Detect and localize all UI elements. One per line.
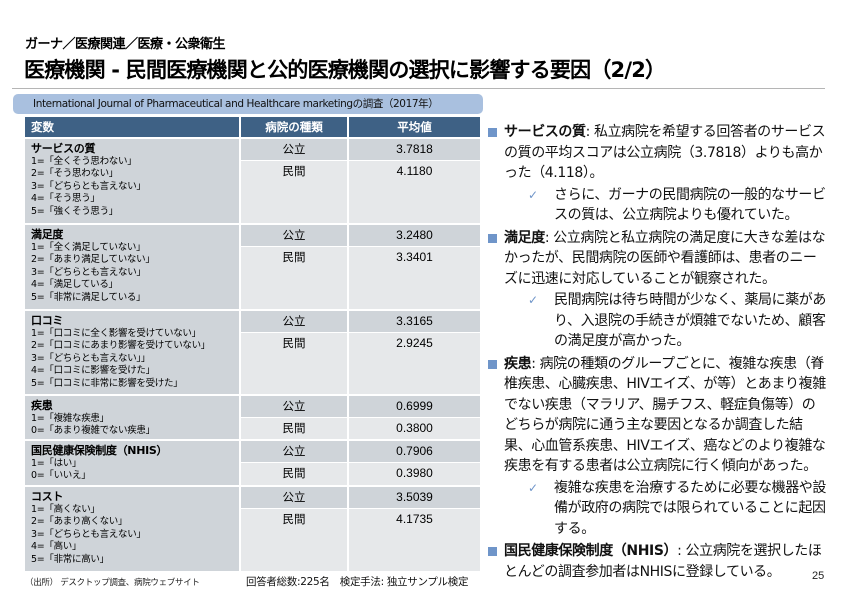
hospital-type-private: 民間 xyxy=(241,161,347,223)
mean-value-public: 3.5039 xyxy=(349,487,480,508)
hospital-type-public: 公立 xyxy=(241,441,347,462)
scale-item: 3=「どちらとも言えない」 xyxy=(31,528,146,540)
finding-text: : 公立病院を選択したほとんどの調査参加者はNHISに登録している。 xyxy=(504,543,822,580)
scale-item: 5=「強くそう思う」 xyxy=(31,205,119,217)
hospital-type-private: 民間 xyxy=(241,333,347,394)
table-row-variable: 満足度 1=「全く満足していない」 2=「あまり満足していない」 3=「どちらと… xyxy=(25,225,239,309)
scale-item: 3=「どちらとも言えない」」 xyxy=(31,352,151,364)
table-row-variable: 国民健康保険制度（NHIS） 1=「はい」 0=「いいえ」 xyxy=(25,441,239,485)
scale-item: 1=「全くそう思わない」 xyxy=(31,156,137,167)
variable-name: 疾患 xyxy=(31,399,53,412)
mean-value-public: 0.6999 xyxy=(349,396,480,417)
page-title: 医療機関 - 民間医療機関と公的医療機関の選択に影響する要因（2/2） xyxy=(24,58,666,82)
scale-item: 5=「口コミに非常に影響を受けた」 xyxy=(31,377,183,389)
finding-text: : 病院の種類のグループごとに、複雑な疾患（脊椎疾患、心臓疾患、HIVエイズ、が… xyxy=(504,355,826,475)
hospital-type-private: 民間 xyxy=(241,247,347,309)
column-header-hospital-type: 病院の種類 xyxy=(241,117,347,137)
breadcrumb: ガーナ／医療関連／医療・公衆衛生 xyxy=(25,37,226,52)
footer-source: （出所） デスクトップ調査、病院ウェブサイト xyxy=(25,578,200,588)
scale-item: 4=「高い」 xyxy=(31,541,82,553)
scale-item: 4=「口コミに影響を受けた」 xyxy=(31,365,155,377)
findings-list: サービスの質: 私立病院を希望する回答者のサービスの質の平均スコアは公立病院（3… xyxy=(488,122,828,582)
sub-point-text: 複雑な疾患を治療するために必要な機器や設備が政府の病院では限られていることに起因… xyxy=(554,479,826,537)
mean-value-private: 4.1735 xyxy=(349,509,480,571)
table-row-variable: コスト 1=「高くない」 2=「あまり高くない」 3=「どちらとも言えない」 4… xyxy=(25,487,239,571)
square-bullet-icon xyxy=(488,233,497,243)
square-bullet-icon xyxy=(488,547,497,556)
hospital-type-public: 公立 xyxy=(241,396,347,417)
scale-item: 2=「口コミにあまり影響を受けていない」 xyxy=(31,340,211,352)
scale-item: 4=「満足している」 xyxy=(31,279,118,291)
variable-name: 満足度 xyxy=(31,228,64,241)
scale-item: 2=「あまり満足していない」 xyxy=(31,254,155,266)
finding-nhis: 国民健康保険制度（NHIS）: 公立病院を選択したほとんどの調査参加者はNHIS… xyxy=(488,541,828,582)
scale-item: 2=「あまり高くない」 xyxy=(31,516,128,528)
hospital-type-private: 民間 xyxy=(241,509,347,571)
finding-service-quality: サービスの質: 私立病院を希望する回答者のサービスの質の平均スコアは公立病院（3… xyxy=(488,122,828,184)
table-row-variable: 口コミ 1=「口コミに全く影響を受けていない」 2=「口コミにあまり影響を受けて… xyxy=(25,311,239,394)
scale-item: 1=「はい」 xyxy=(31,458,82,469)
finding-text: : 公立病院と私立病院の満足度に大きな差はなかったが、民間病院の医師や看護師は、… xyxy=(504,229,826,287)
scale-item: 1=「複雑な疾患」 xyxy=(31,413,109,424)
checkmark-icon: ✓ xyxy=(528,480,538,495)
hospital-type-public: 公立 xyxy=(241,139,347,160)
hospital-type-public: 公立 xyxy=(241,311,347,332)
scale-item: 1=「高くない」 xyxy=(31,504,100,515)
mean-value-public: 3.7818 xyxy=(349,139,480,160)
scale-item: 1=「全く満足していない」 xyxy=(31,242,146,253)
mean-value-private: 0.3980 xyxy=(349,463,480,485)
mean-value-public: 3.3165 xyxy=(349,311,480,332)
checkmark-icon: ✓ xyxy=(528,187,538,202)
mean-value-private: 0.3800 xyxy=(349,418,480,439)
finding-sub-point: ✓ 複雑な疾患を治療するために必要な機器や設備が政府の病院では限られていることに… xyxy=(488,478,828,540)
finding-disease: 疾患: 病院の種類のグループごとに、複雑な疾患（脊椎疾患、心臓疾患、HIVエイズ… xyxy=(488,354,828,477)
square-bullet-icon xyxy=(488,128,497,137)
sub-point-text: 民間病院は待ち時間が少なく、薬局に薬があり、入退院の手続きが煩雑でないため、顧客… xyxy=(554,292,826,349)
column-header-variable: 変数 xyxy=(25,117,239,137)
table-row-variable: サービスの質 1=「全くそう思わない」 2=「そう思わない」 3=「どちらとも言… xyxy=(25,139,239,223)
scale-item: 5=「非常に高い」 xyxy=(31,553,109,565)
finding-satisfaction: 満足度: 公立病院と私立病院の満足度に大きな差はなかったが、民間病院の医師や看護… xyxy=(488,228,828,290)
footer-note: 回答者総数:225名 検定手法: 独立サンプル検定 xyxy=(246,576,469,588)
hospital-type-public: 公立 xyxy=(241,487,347,508)
scale-item: 1=「口コミに全く影響を受けていない」 xyxy=(31,328,201,339)
column-header-mean: 平均値 xyxy=(349,117,480,137)
mean-value-public: 3.2480 xyxy=(349,225,480,246)
finding-label: サービスの質 xyxy=(504,124,586,140)
square-bullet-icon xyxy=(488,359,497,369)
finding-label: 国民健康保険制度（NHIS） xyxy=(504,543,678,559)
checkmark-icon: ✓ xyxy=(528,293,538,307)
finding-sub-point: ✓ さらに、ガーナの民間病院の一般的なサービスの質は、公立病院よりも優れていた。 xyxy=(488,185,828,226)
variable-name: 口コミ xyxy=(31,314,64,327)
variable-name: コスト xyxy=(31,490,64,503)
hospital-type-private: 民間 xyxy=(241,463,347,485)
scale-item: 4=「そう思う」 xyxy=(31,193,100,205)
table-row-variable: 疾患 1=「複雑な疾患」 0=「あまり複雑でない疾患」 xyxy=(25,396,239,439)
hospital-type-private: 民間 xyxy=(241,418,347,439)
page-number: 25 xyxy=(812,570,825,582)
scale-item: 3=「どちらとも言えない」 xyxy=(31,180,146,192)
source-banner: International Journal of Pharmaceutical … xyxy=(13,94,483,114)
mean-value-private: 2.9245 xyxy=(349,333,480,394)
mean-value-public: 0.7906 xyxy=(349,441,480,462)
mean-value-private: 4.1180 xyxy=(349,161,480,223)
finding-text: : 私立病院を希望する回答者のサービスの質の平均スコアは公立病院（3.7818）… xyxy=(504,124,826,181)
hospital-type-public: 公立 xyxy=(241,225,347,246)
scale-item: 0=「あまり複雑でない疾患」 xyxy=(31,425,155,437)
title-divider xyxy=(12,88,825,89)
scale-item: 2=「そう思わない」 xyxy=(31,168,119,180)
mean-value-private: 3.3401 xyxy=(349,247,480,309)
variable-name: サービスの質 xyxy=(31,142,96,155)
finding-label: 満足度 xyxy=(504,229,545,246)
scale-item: 5=「非常に満足している」 xyxy=(31,291,146,303)
finding-sub-point: ✓ 民間病院は待ち時間が少なく、薬局に薬があり、入退院の手続きが煩雑でないため、… xyxy=(488,290,828,352)
sub-point-text: さらに、ガーナの民間病院の一般的なサービスの質は、公立病院よりも優れていた。 xyxy=(554,186,826,224)
finding-label: 疾患 xyxy=(504,355,532,372)
scale-item: 0=「いいえ」 xyxy=(31,470,91,482)
variable-name: 国民健康保険制度（NHIS） xyxy=(31,444,168,457)
scale-item: 3=「どちらとも言えない」 xyxy=(31,266,146,278)
